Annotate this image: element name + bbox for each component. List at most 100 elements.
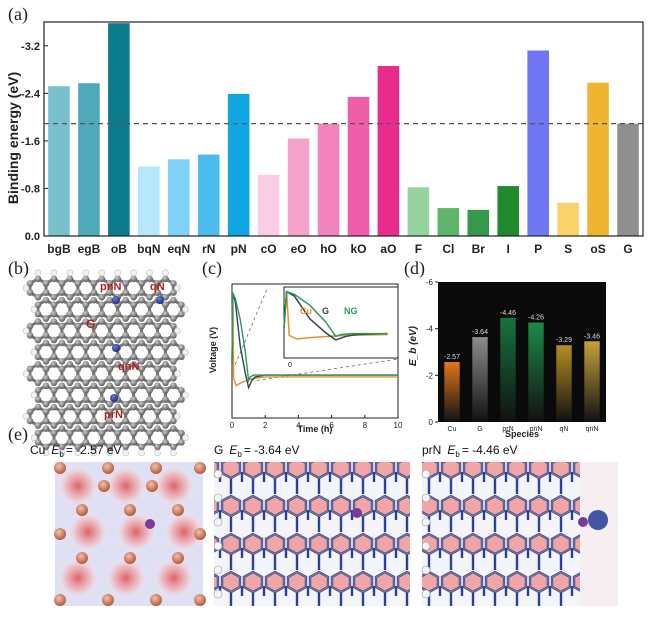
d-x-axis-label: Species (505, 429, 539, 439)
carbon-atom (74, 315, 82, 322)
carbon-atom (138, 322, 145, 330)
cu-atom (124, 504, 136, 516)
density-spot (152, 556, 196, 600)
carbon-atom (66, 379, 74, 387)
carbon-atom (74, 417, 82, 425)
carbon-atom (98, 439, 106, 446)
carbon-atom (50, 301, 58, 309)
carbon-atom (74, 289, 82, 296)
carbon-atom (90, 365, 98, 373)
carbon-atom (162, 361, 169, 368)
hydrogen-atom (182, 391, 189, 399)
carbon-atom (50, 318, 58, 325)
carbon-atom (146, 387, 153, 394)
value-label: -4.46 (500, 310, 516, 317)
carbon-atom (74, 400, 82, 408)
bar-oS (587, 82, 609, 236)
hydrogen-atom (30, 434, 38, 442)
carbon-atom (82, 387, 90, 394)
carbon-atom (50, 310, 58, 318)
hydrogen-atom (138, 449, 145, 457)
carbon-atom (106, 382, 114, 390)
carbon-atom (50, 353, 58, 361)
carbon-atom (90, 322, 98, 330)
hydrogen-atom (182, 306, 189, 313)
cu-atom (194, 462, 206, 474)
carbon-atom (114, 361, 121, 368)
carbon-atom (130, 275, 137, 283)
hydrogen-atom (182, 434, 189, 442)
x-tick-label: pN (231, 242, 247, 256)
carbon-atom (58, 358, 66, 365)
carbon-atom (42, 425, 50, 432)
carbon-atom (162, 439, 169, 446)
x-tick-label: P (534, 242, 542, 256)
hydrogen-atom (182, 348, 189, 356)
carbon-atom (82, 318, 90, 325)
carbon-atom (162, 379, 169, 387)
x-tick-label: aO (380, 242, 396, 256)
carbon-atom (42, 443, 50, 451)
carbon-atom (162, 387, 169, 394)
c-x-tick-label: 2 (263, 421, 268, 430)
carbon-atom (170, 296, 177, 304)
x-tick-label: Cl (442, 242, 454, 256)
carbon-atom (34, 422, 42, 429)
carbon-atom (138, 365, 145, 373)
x-tick-label: hO (320, 242, 337, 256)
carbon-atom (66, 422, 74, 429)
carbon-atom (66, 439, 74, 446)
carbon-atom (114, 353, 121, 361)
x-tick-label: I (507, 242, 510, 256)
carbon-atom (178, 429, 185, 437)
hydrogen-atom (34, 269, 42, 277)
carbon-atom (74, 374, 82, 382)
c-x-axis-label: Time (h) (298, 424, 333, 434)
carbon-atom (154, 289, 161, 296)
nitrogen-atom (112, 296, 120, 304)
x-tick-label: Cu (448, 426, 457, 433)
bar-G (472, 337, 488, 422)
hydrogen-atom (421, 541, 431, 551)
x-tick-label: eO (291, 242, 307, 256)
carbon-atom (130, 387, 137, 394)
carbon-atom (42, 365, 50, 373)
c-x-tick-label: 0 (230, 421, 235, 430)
d-y-tick-label: -6 (426, 278, 434, 287)
carbon-atom (98, 361, 106, 368)
carbon-atom (122, 417, 129, 425)
carbon-atom (178, 387, 185, 394)
carbon-atom (42, 289, 50, 296)
carbon-atom (42, 315, 50, 322)
nitrogen-atom (156, 296, 164, 304)
carbon-atom (74, 322, 82, 330)
carbon-atom (146, 439, 153, 446)
carbon-atom (106, 365, 114, 373)
carbon-atom (82, 275, 90, 283)
hydrogen-atom (66, 269, 74, 277)
li-atom (578, 517, 588, 527)
x-tick-label: eqN (167, 242, 190, 256)
carbon-atom (138, 417, 145, 425)
voltage-time-chart: Voltage (V) Time (h) 0 2 4 6 8 10 Cu G NG 0 (208, 283, 403, 434)
carbon-atom (66, 318, 74, 325)
carbon-atom (154, 443, 161, 451)
cu-atom (172, 504, 184, 516)
carbon-atom (154, 365, 161, 373)
carbon-atom (138, 443, 145, 451)
carbon-atom (178, 344, 185, 351)
carbon-atom (50, 422, 58, 429)
cu-atom (54, 528, 66, 540)
carbon-atom (74, 365, 82, 373)
carbon-atom (122, 315, 129, 322)
hydrogen-atom (98, 269, 106, 277)
carbon-atom (138, 400, 145, 408)
carbon-atom (138, 425, 145, 432)
carbon-atom (106, 332, 114, 339)
c-x-tick-label: 4 (296, 421, 301, 430)
bar-egB (78, 83, 100, 236)
carbon-atom (58, 322, 66, 330)
carbon-atom (178, 301, 185, 309)
carbon-atom (170, 280, 177, 287)
